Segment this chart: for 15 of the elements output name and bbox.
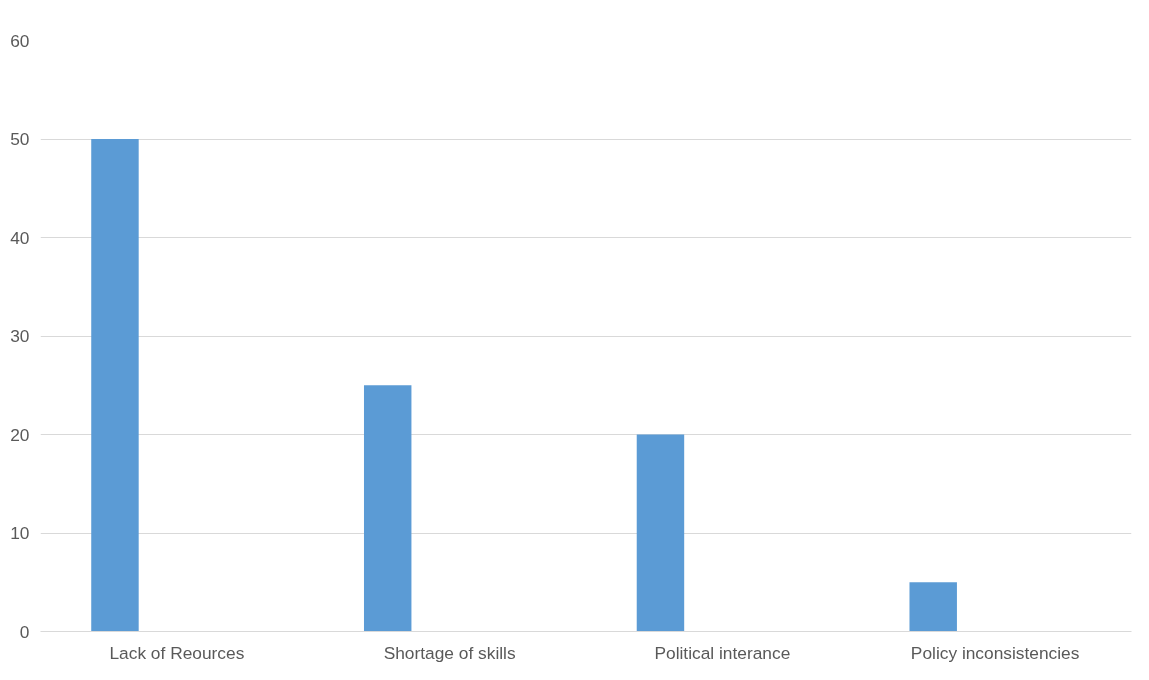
y-tick-label: 40: [10, 227, 30, 248]
bar: [636, 434, 685, 632]
x-tick-label: Lack of Reources: [109, 642, 245, 663]
x-tick-label: Policy inconsistencies: [910, 642, 1080, 663]
y-tick-label: 0: [19, 621, 30, 642]
bar: [909, 582, 957, 632]
y-tick-label: 60: [10, 30, 30, 51]
y-tick-label: 50: [10, 129, 30, 149]
y-tick-label: 10: [10, 523, 30, 543]
x-tick-label: Political interance: [654, 642, 791, 663]
bar: [363, 385, 412, 632]
y-tick-label: 20: [10, 424, 30, 445]
y-tick-label: 30: [10, 326, 30, 346]
x-tick-label: Shortage of skills: [383, 642, 516, 663]
bar: [91, 139, 139, 632]
